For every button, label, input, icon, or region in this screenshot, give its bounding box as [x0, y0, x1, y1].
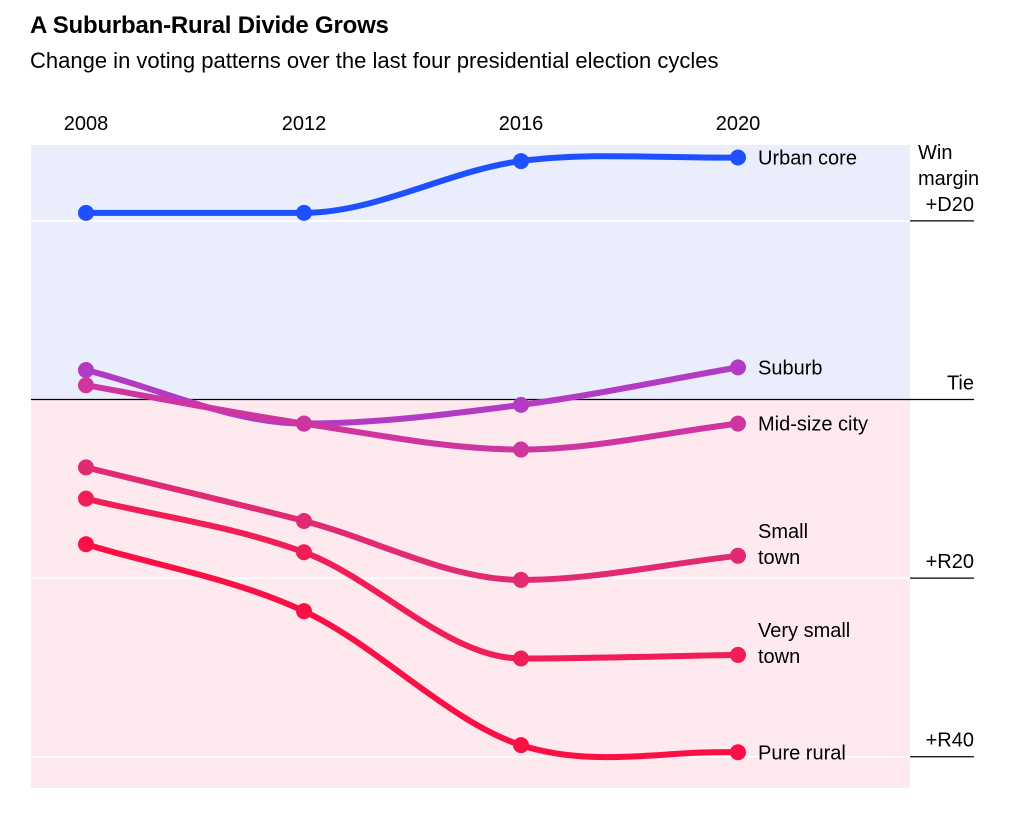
series-label-very-small-town: Very small [758, 620, 850, 642]
y-tick-label: +R20 [926, 551, 974, 573]
data-point-suburb [513, 396, 529, 413]
y-tick-label: +D20 [926, 194, 974, 216]
y-axis-title: margin [918, 168, 979, 190]
series-line-pure-rural [83, 541, 741, 761]
data-point-very-small-town [730, 646, 746, 663]
data-point-very-small-town [78, 490, 94, 507]
republican-region [31, 399, 910, 788]
series-line-very-small-town [83, 495, 741, 662]
data-point-pure-rural [730, 744, 746, 761]
data-point-small-town [296, 512, 312, 529]
y-axis-title: Win [918, 142, 952, 164]
series-line-mid-size-city [83, 382, 741, 453]
series-line-urban-core [83, 153, 741, 216]
data-point-mid-size-city [78, 377, 94, 394]
series-label-small-town: town [758, 547, 800, 569]
series-label-very-small-town: town [758, 646, 800, 668]
series-label-pure-rural: Pure rural [758, 742, 846, 764]
data-point-small-town [730, 547, 746, 564]
data-point-suburb [730, 359, 746, 376]
x-tick-label: 2008 [64, 113, 109, 135]
chart-title: A Suburban-Rural Divide Grows [30, 12, 389, 39]
x-tick-label: 2016 [499, 113, 544, 135]
data-point-pure-rural [513, 737, 529, 754]
data-point-mid-size-city [730, 415, 746, 432]
data-point-urban-core [78, 204, 94, 221]
democratic-region [31, 145, 910, 400]
x-tick-label: 2012 [282, 113, 327, 135]
data-point-urban-core [730, 149, 746, 166]
data-point-urban-core [513, 153, 529, 170]
data-point-very-small-town [513, 650, 529, 667]
series-line-small-town [83, 464, 741, 583]
data-point-suburb [78, 362, 94, 379]
series-label-small-town: Small [758, 521, 808, 543]
chart-subtitle: Change in voting patterns over the last … [30, 48, 719, 73]
series-label-suburb: Suburb [758, 357, 823, 379]
y-tick-label: Tie [947, 373, 974, 395]
data-point-small-town [513, 571, 529, 588]
data-point-urban-core [296, 204, 312, 221]
data-point-small-town [78, 459, 94, 476]
data-point-mid-size-city [296, 415, 312, 432]
series-label-urban-core: Urban core [758, 148, 857, 170]
data-point-pure-rural [296, 603, 312, 620]
series-label-mid-size-city: Mid-size city [758, 414, 868, 436]
x-tick-label: 2020 [716, 113, 761, 135]
data-point-pure-rural [78, 536, 94, 553]
data-point-mid-size-city [513, 441, 529, 458]
y-tick-label: +R40 [926, 730, 974, 752]
data-point-very-small-town [296, 544, 312, 561]
